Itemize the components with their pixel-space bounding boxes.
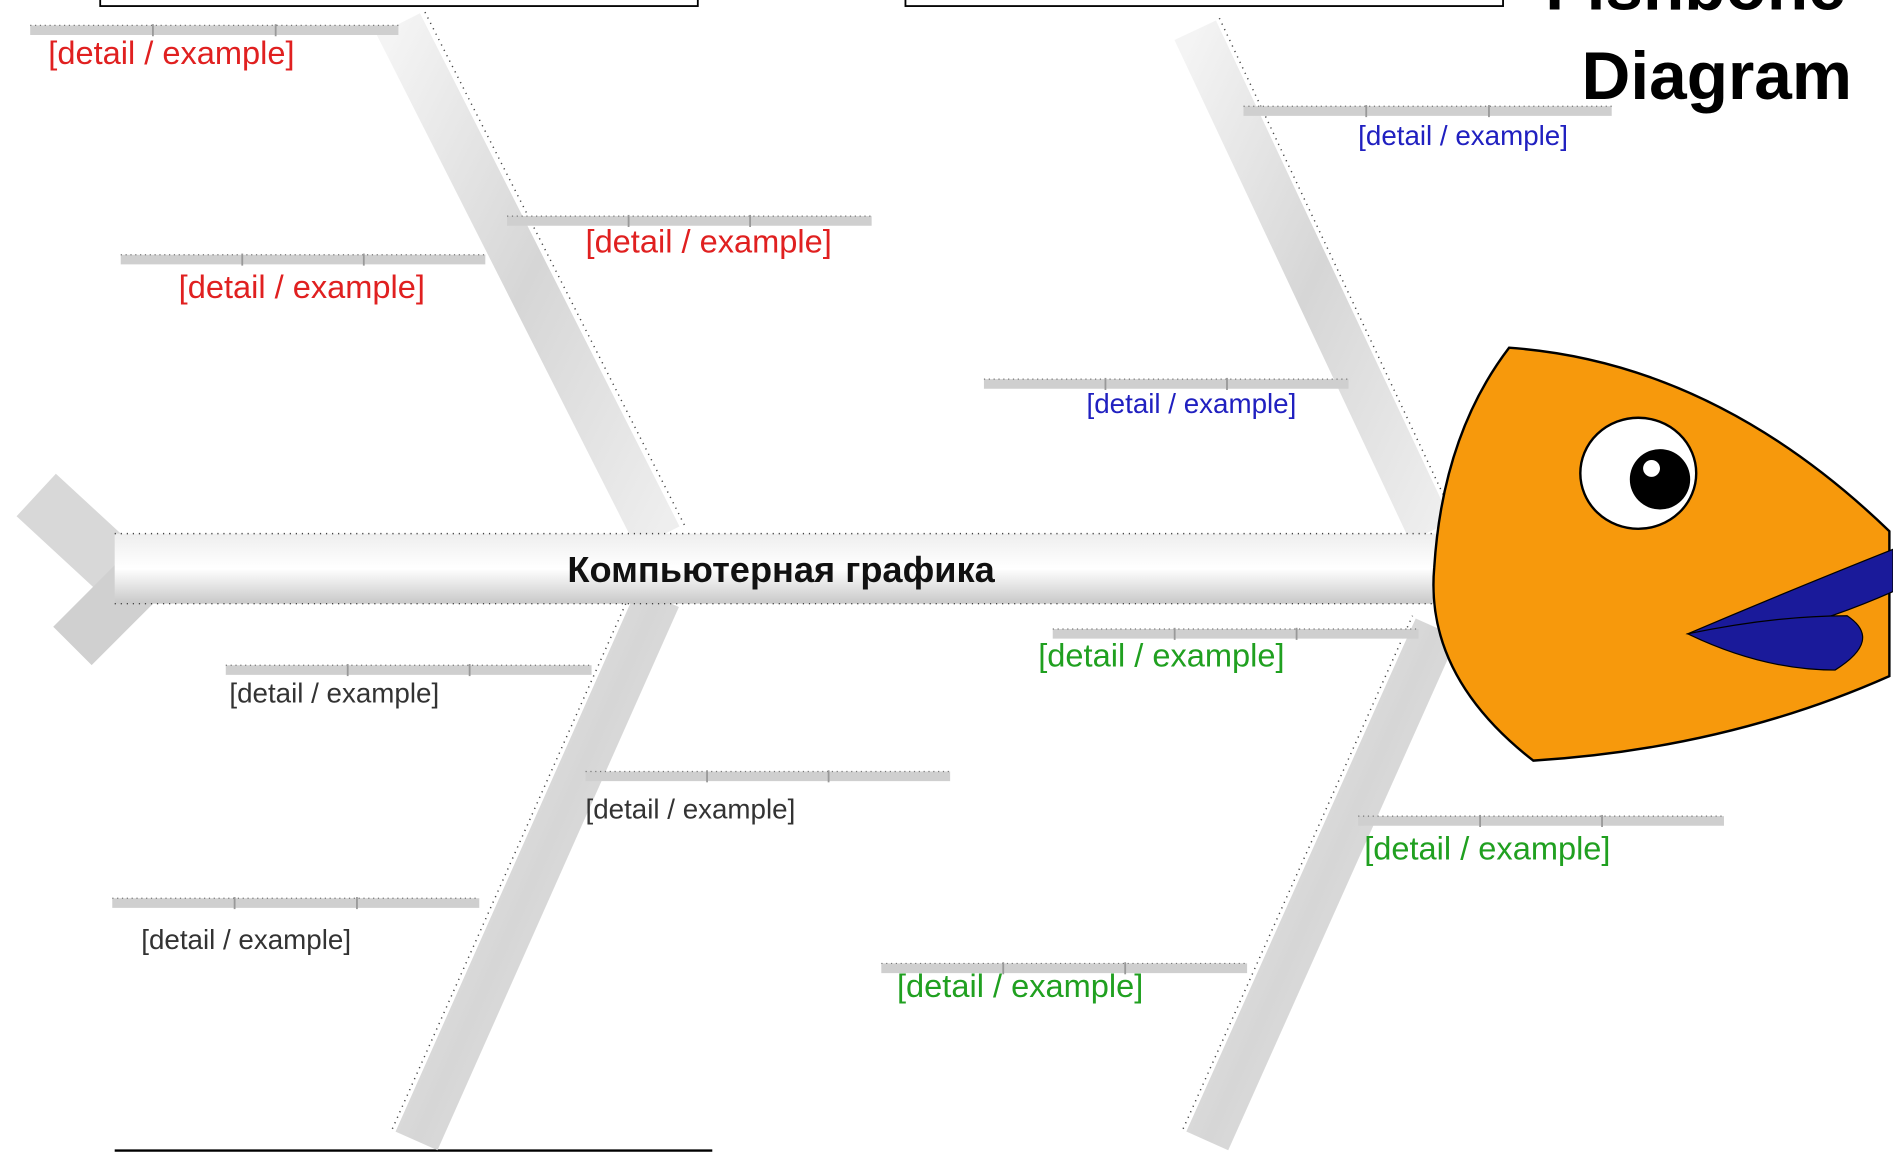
detail-label: [detail / example] — [586, 222, 832, 259]
detail-label: [detail / example] — [179, 268, 425, 305]
title: Fishbone Diagram — [1545, 0, 1864, 114]
detail-label: [detail / example] — [1038, 636, 1284, 673]
spine-label: Компьютерная графика — [567, 549, 995, 590]
title-line: Fishbone — [1545, 0, 1845, 25]
detail-label: [detail / example] — [586, 794, 796, 825]
detail-label: [detail / example] — [229, 678, 439, 709]
detail-label: [detail / example] — [897, 967, 1143, 1004]
fishbone-diagram: Компьютерная графика Fishbone Diagram [d… — [0, 0, 1893, 1153]
detail-label: [detail / example] — [1358, 120, 1568, 151]
detail-label: [detail / example] — [48, 34, 294, 71]
detail-label: [detail / example] — [1087, 388, 1297, 419]
title-line: Diagram — [1582, 39, 1852, 114]
detail-label: [detail / example] — [1364, 830, 1610, 867]
detail-label: [detail / example] — [141, 924, 351, 955]
